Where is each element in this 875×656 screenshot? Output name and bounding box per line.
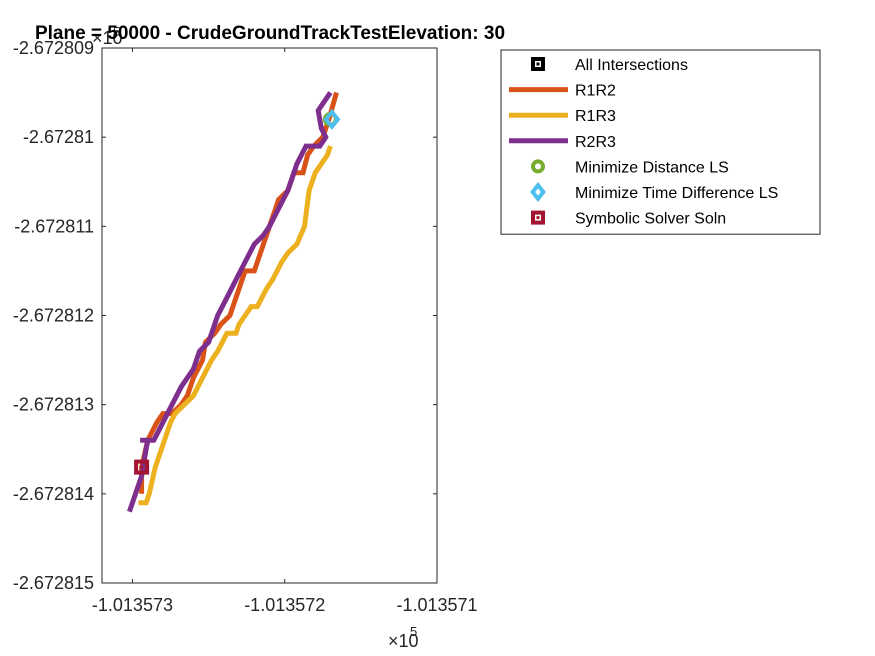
tick-layer: -1.013573 -1.013572 -1.013571 -2.672809 -2.6…: [13, 38, 478, 615]
y-tick-label: -2.672809: [13, 38, 94, 58]
legend-minimize-time-difference-ls-label: Minimize Time Difference LS: [575, 185, 778, 202]
y-tick-label: -2.672814: [13, 484, 94, 504]
y-tick-label: -2.672815: [13, 573, 94, 593]
marker-symbolic-solver-soln: [134, 459, 150, 475]
marker-symbolic-solver-soln-center: [140, 465, 144, 469]
y-tick-label: -2.67281: [23, 127, 94, 147]
series-line-r1r2: [139, 91, 339, 494]
exponent-layer: ×10 5 ×10 5: [92, 24, 419, 651]
legend-r2r3-label: R2R3: [575, 134, 616, 151]
y-exponent-label: ×10: [92, 28, 123, 48]
legend-symbolic-solver-soln-swatch-center: [536, 216, 540, 220]
legend: All Intersections R1R2 R1R3 R2R3 Minimize Di…: [500, 49, 821, 235]
legend-minimize-distance-ls-swatch: [531, 159, 545, 174]
y-tick-label: -2.672811: [14, 216, 94, 236]
x-exponent-power: 5: [410, 624, 417, 639]
legend-all-intersections-label: All Intersections: [575, 57, 688, 74]
x-exponent-label: ×10: [388, 631, 419, 651]
chart-title: Plane = 50000 - CrudeGroundTrackTestElev…: [35, 23, 505, 44]
x-tick-label: -1.013573: [92, 595, 173, 615]
marker-minimize-time-difference-ls: [323, 108, 341, 130]
legend-all-intersections-swatch: [531, 57, 545, 71]
series-layer: [127, 91, 339, 513]
y-exponent-power: 5: [113, 24, 120, 39]
legend-minimize-distance-ls-label: Minimize Distance LS: [575, 159, 729, 176]
axes-box: [101, 47, 438, 584]
y-tick-label: -2.672813: [13, 395, 94, 415]
y-tick-label: -2.672812: [13, 306, 94, 326]
series-line-r1r3: [138, 145, 333, 506]
legend-r1r3-label: R1R3: [575, 108, 616, 125]
legend-all-intersections-swatch-center: [536, 62, 540, 66]
marker-layer: [134, 108, 341, 475]
x-tick-label: -1.013572: [244, 595, 325, 615]
x-tick-label: -1.013571: [396, 595, 477, 615]
legend-minimize-time-difference-ls-swatch: [530, 182, 546, 202]
legend-symbolic-solver-soln-label: Symbolic Solver Soln: [575, 211, 726, 228]
series-line-r2r3: [127, 91, 333, 513]
legend-symbolic-solver-soln-swatch: [531, 210, 545, 225]
legend-r1r2-label: R1R2: [575, 83, 616, 100]
